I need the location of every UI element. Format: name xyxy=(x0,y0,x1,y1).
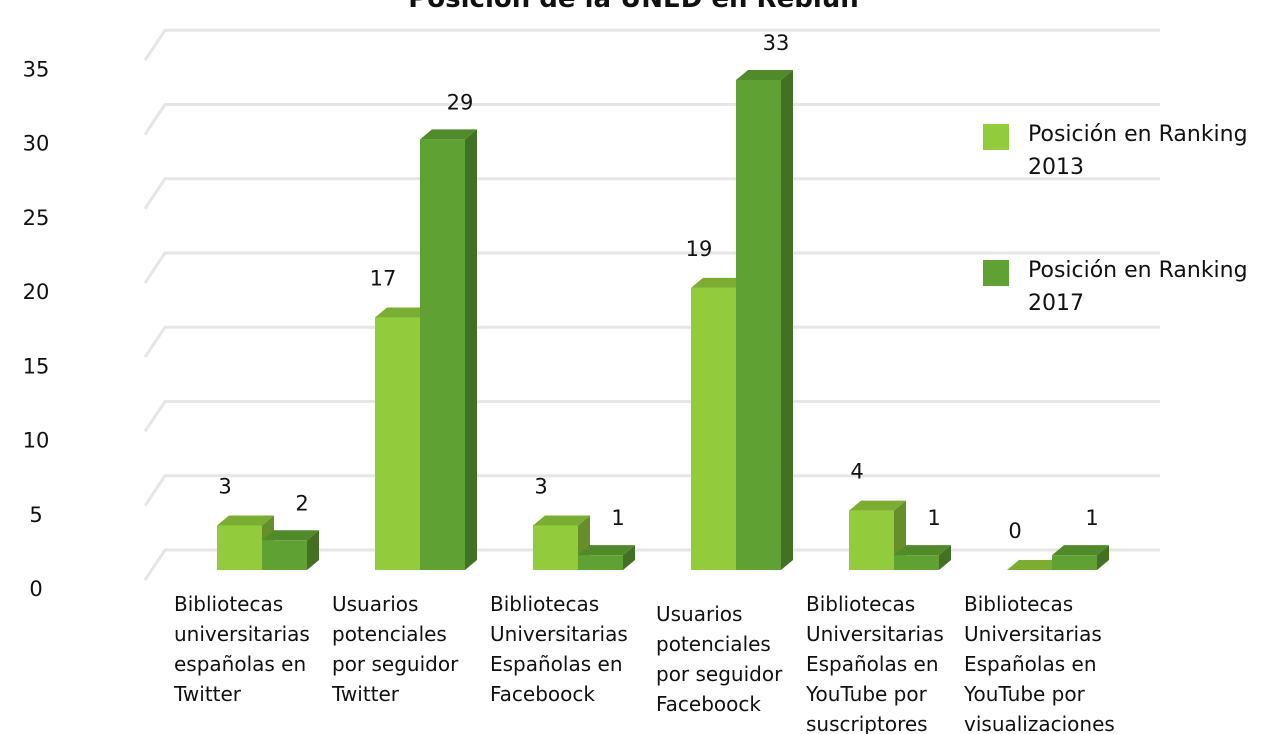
bar-top xyxy=(262,530,319,541)
bar-top xyxy=(375,307,432,318)
bar xyxy=(578,555,623,570)
value-label: 1 xyxy=(927,506,940,530)
bar xyxy=(1052,555,1097,570)
bar xyxy=(894,555,939,570)
bar-top xyxy=(217,515,274,526)
bar xyxy=(262,540,307,570)
bar-side xyxy=(623,545,635,570)
bar-top xyxy=(420,129,477,140)
value-label: 3 xyxy=(534,474,547,498)
x-tick-label: Bibliotecas Universitarias Españolas en … xyxy=(806,592,944,734)
value-label: 0 xyxy=(1008,519,1021,543)
bar-side xyxy=(781,69,793,570)
bar xyxy=(533,525,578,570)
legend-label: Posición en Ranking 2013 xyxy=(1028,122,1248,180)
y-tick-label: 30 xyxy=(23,132,50,156)
y-tick-label: 35 xyxy=(23,57,50,81)
bar-top xyxy=(1007,560,1064,570)
bar-side xyxy=(939,545,951,570)
legend-swatch xyxy=(983,124,1009,150)
bar-top xyxy=(578,545,635,556)
bar xyxy=(420,139,465,570)
bar xyxy=(849,510,894,570)
grid-line xyxy=(143,251,1160,284)
value-label: 1 xyxy=(611,506,624,530)
legend-label: Posición en Ranking 2017 xyxy=(1028,258,1248,316)
chart-title: Posición de la UNED en Rebiun xyxy=(0,0,1267,14)
bar-side xyxy=(307,530,319,570)
x-tick-label: Usuarios potenciales por seguidor Twitte… xyxy=(332,592,459,706)
grid-line xyxy=(143,548,1160,581)
y-tick-label: 20 xyxy=(23,280,50,304)
y-tick-label: 10 xyxy=(23,429,50,453)
value-label: 4 xyxy=(850,460,863,484)
x-tick-label: Bibliotecas Universitarias Españolas en … xyxy=(490,592,628,706)
bar-top xyxy=(849,500,906,511)
value-label: 3 xyxy=(218,474,231,498)
bar-side xyxy=(465,129,477,570)
x-tick-label: Bibliotecas universitarias españolas en … xyxy=(174,592,310,706)
bar xyxy=(217,525,262,570)
y-tick-label: 25 xyxy=(23,206,50,230)
value-label: 2 xyxy=(295,491,308,515)
grid-line xyxy=(143,474,1160,507)
grid-line xyxy=(143,28,1160,62)
bar xyxy=(375,317,420,570)
bar xyxy=(736,79,781,570)
value-label: 29 xyxy=(447,90,474,114)
grid-line xyxy=(143,103,1160,136)
y-tick-label: 15 xyxy=(23,354,50,378)
value-label: 33 xyxy=(763,31,790,55)
bar-top xyxy=(894,545,951,556)
value-label: 19 xyxy=(686,237,713,261)
y-tick-label: 0 xyxy=(29,577,42,601)
bar-top xyxy=(691,277,748,288)
grid-line xyxy=(143,177,1160,210)
bar-top xyxy=(533,515,590,526)
grid-line xyxy=(143,400,1160,433)
bar xyxy=(691,287,736,570)
x-tick-label: Bibliotecas Universitarias Españolas en … xyxy=(964,592,1115,734)
x-tick-label: Usuarios potenciales por seguidor Facebo… xyxy=(656,602,783,716)
legend-swatch xyxy=(983,260,1009,286)
value-label: 17 xyxy=(370,267,397,291)
bar-side xyxy=(1097,545,1109,570)
grid-line xyxy=(143,325,1160,359)
y-tick-label: 5 xyxy=(29,503,42,527)
bar-top xyxy=(1052,545,1109,556)
bar-top xyxy=(736,69,793,80)
value-label: 1 xyxy=(1085,506,1098,530)
